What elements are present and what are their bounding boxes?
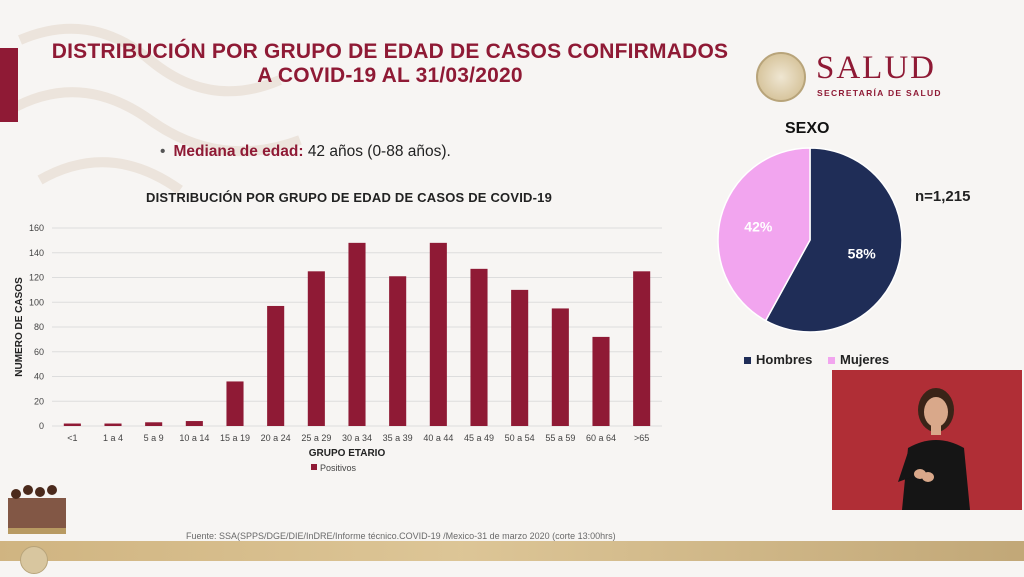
bar-4	[185, 421, 203, 426]
bar-13	[551, 308, 569, 426]
y-tick-label: 20	[34, 396, 44, 406]
bar-7	[307, 271, 325, 426]
y-tick-label: 100	[29, 297, 44, 307]
title-line-2: A COVID-19 AL 31/03/2020	[257, 64, 523, 87]
y-axis-label: NUMERO DE CASOS	[14, 277, 25, 377]
bar-15	[633, 271, 651, 426]
title-line-1: DISTRIBUCIÓN POR GRUPO DE EDAD DE CASOS …	[51, 40, 729, 63]
x-tick-label: 40 a 44	[423, 433, 453, 443]
pie-slice-mujeres	[717, 147, 811, 322]
legend-label-mujeres: Mujeres	[839, 352, 890, 367]
x-tick-label: 55 a 59	[545, 433, 575, 443]
pie-label-hombres: 58%	[848, 245, 877, 261]
bar-12	[511, 289, 529, 426]
pie-slice-hombres	[764, 147, 903, 333]
legend-label-hombres: Hombres	[756, 352, 813, 367]
national-seal-icon	[756, 52, 806, 102]
bar-11	[470, 268, 488, 426]
corner-emblem-icon	[8, 485, 66, 534]
x-tick-label: 10 a 14	[179, 433, 209, 443]
age-distribution-bar-chart: 0 20 40 60 80 100 120 140 160 <1 1 a 4 5 a 9 10 a 14…	[14, 223, 662, 473]
x-tick-label: 60 a 64	[586, 433, 616, 443]
x-tick-label: <1	[67, 433, 77, 443]
footer-band	[0, 541, 1024, 561]
left-accent-bar	[0, 48, 18, 122]
median-age-bullet: • Mediana de edad: 42 años (0-88 años).	[160, 143, 451, 161]
bar-10	[429, 242, 447, 426]
x-tick-label: 30 a 34	[342, 433, 372, 443]
bullet-dot-icon: •	[160, 143, 166, 160]
y-tick-label: 0	[39, 421, 44, 431]
x-tick-label: 1 a 4	[103, 433, 123, 443]
legend-item-hombres: Hombres	[744, 352, 812, 367]
corner-seal-icon	[20, 546, 48, 574]
y-tick-label: 40	[34, 372, 44, 382]
x-tick-label: 20 a 24	[261, 433, 291, 443]
background-ornament	[7, 23, 302, 195]
salud-logo: SALUD SECRETARÍA DE SALUD	[756, 50, 966, 106]
source-note: Fuente: SSA(SPPS/DGE/DIE/InDRE/Informe t…	[186, 531, 616, 541]
median-age-value: 42 años (0-88 años).	[307, 143, 451, 160]
page-title: DISTRIBUCIÓN POR GRUPO DE EDAD DE CASOS …	[30, 40, 750, 88]
x-tick-label: 5 a 9	[144, 433, 164, 443]
y-tick-label: 160	[29, 223, 44, 233]
legend-swatch-mujeres	[827, 357, 835, 365]
x-tick-label: 25 a 29	[301, 433, 331, 443]
bar-2	[104, 423, 122, 426]
median-age-label: Mediana de edad:	[173, 143, 304, 160]
bar-chart-title: DISTRIBUCIÓN POR GRUPO DE EDAD DE CASOS …	[146, 190, 553, 205]
bar-3	[145, 422, 163, 426]
legend-swatch-hombres	[744, 357, 751, 365]
x-axis-label: GRUPO ETARIO	[309, 448, 386, 459]
pie-legend: Hombres Mujeres	[744, 352, 901, 367]
bar-6	[267, 305, 285, 426]
bar-8	[348, 242, 366, 426]
logo-sub-text: SECRETARÍA DE SALUD	[817, 88, 942, 98]
x-tick-label: 45 a 49	[464, 433, 494, 443]
x-tick-label: 50 a 54	[505, 433, 535, 443]
y-tick-label: 140	[29, 248, 44, 258]
bar-14	[592, 336, 610, 426]
pie-label-mujeres: 42%	[744, 219, 773, 235]
y-tick-label: 80	[34, 322, 44, 332]
pie-chart-title: SEXO	[785, 120, 830, 137]
interpreter-figure-icon	[832, 370, 1022, 510]
y-tick-label: 120	[29, 273, 44, 283]
bar-5	[226, 381, 244, 426]
sex-pie-chart: 58% 42%	[717, 147, 903, 333]
legend-label-positivos: Positivos	[320, 463, 357, 473]
x-tick-label: 15 a 19	[220, 433, 250, 443]
bar-9	[389, 276, 407, 426]
total-cases-label: n=1,215	[915, 188, 971, 205]
x-tick-label: 35 a 39	[383, 433, 413, 443]
x-tick-label: >65	[634, 433, 649, 443]
logo-main-text: SALUD	[816, 50, 937, 86]
legend-item-mujeres: Mujeres	[827, 352, 890, 367]
bar-1	[63, 423, 81, 426]
y-tick-label: 60	[34, 347, 44, 357]
sign-language-interpreter-video	[832, 370, 1022, 510]
legend-swatch-positivos	[311, 464, 317, 470]
